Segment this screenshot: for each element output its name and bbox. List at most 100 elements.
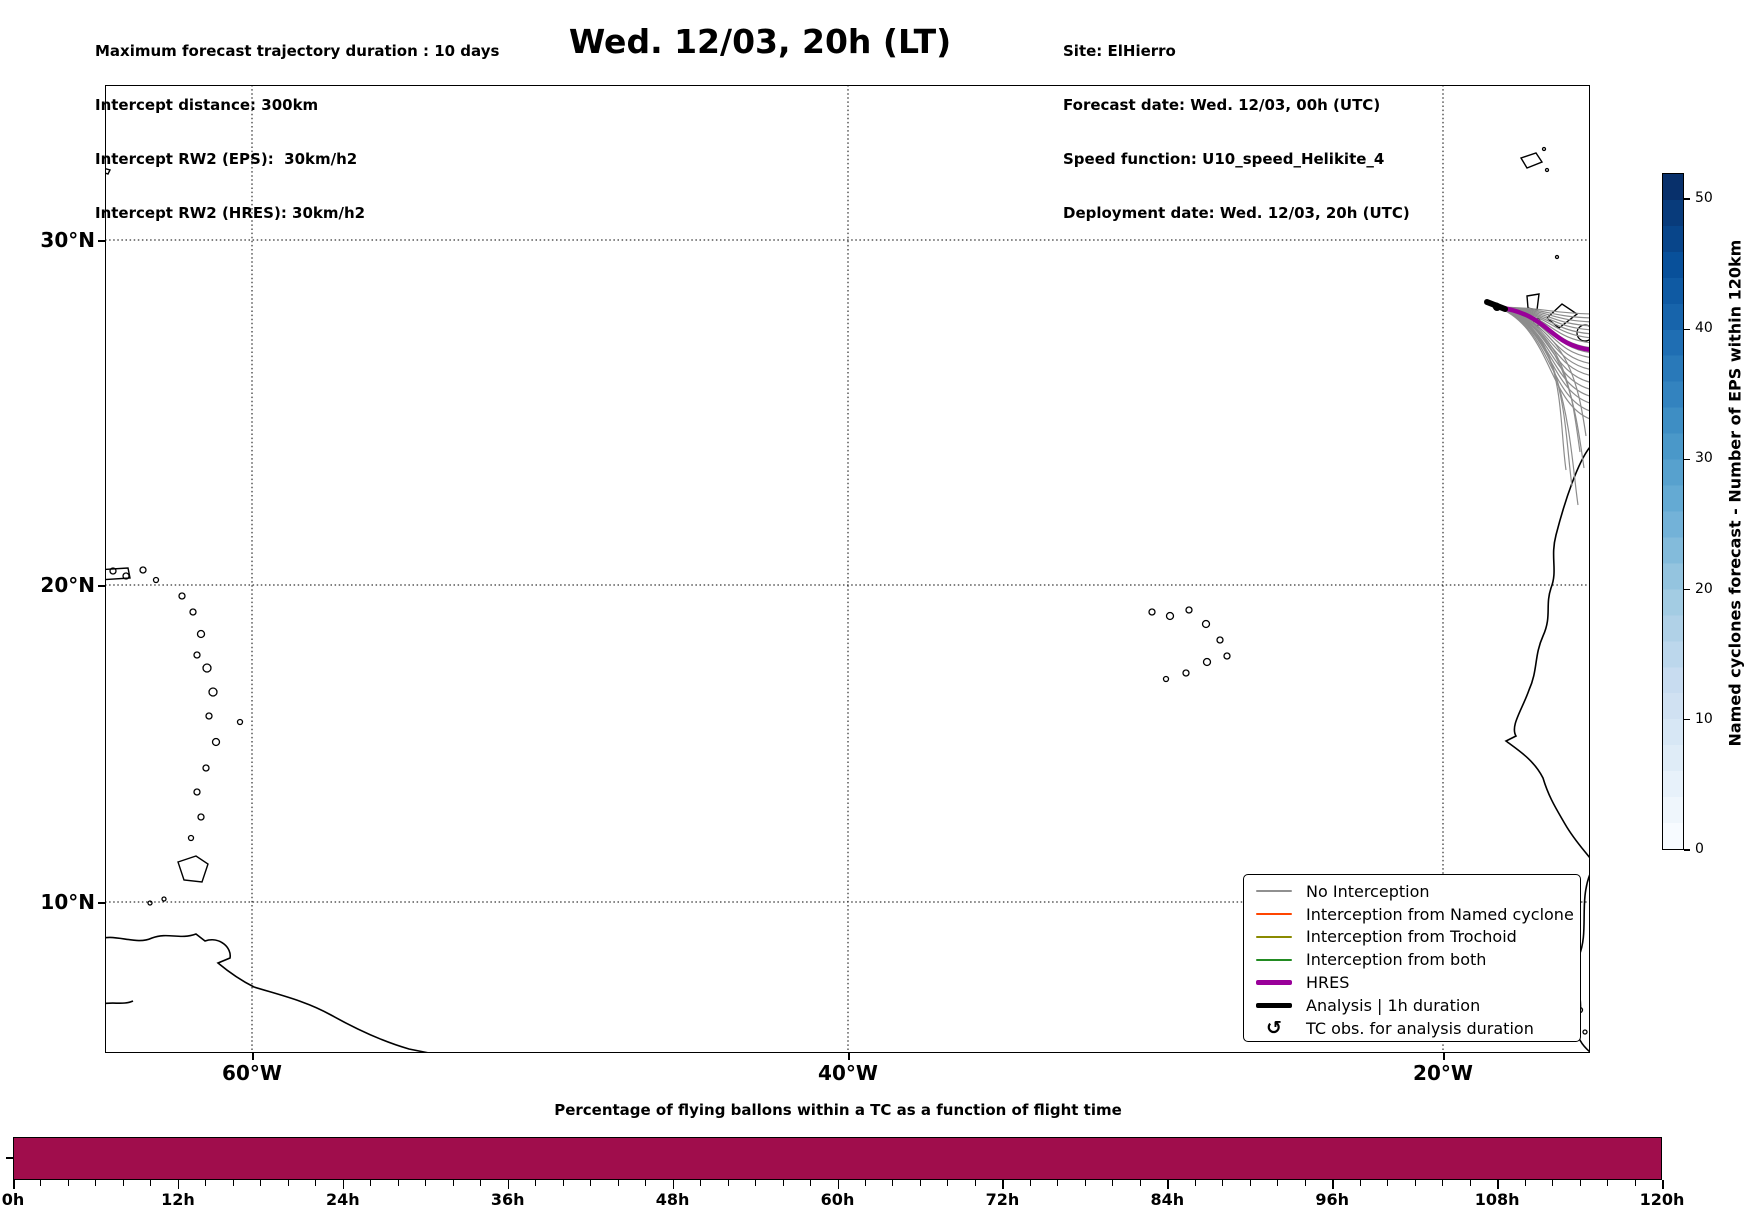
colorbar-tick-label: 20 <box>1695 580 1713 597</box>
island <box>152 576 160 584</box>
x-minor-tick <box>1112 1180 1114 1186</box>
legend-line-sample <box>1256 1002 1292 1008</box>
x-major-tick <box>1002 1180 1004 1189</box>
legend-row-0: No Interception <box>1256 880 1580 903</box>
x-minor-tick <box>535 1180 537 1186</box>
island <box>1162 675 1170 683</box>
x-minor-tick <box>590 1180 592 1186</box>
coastline <box>105 933 430 1053</box>
x-minor-tick <box>40 1180 42 1186</box>
x-major-tick <box>177 1180 180 1189</box>
colorbar-tick-label: 10 <box>1695 710 1713 727</box>
legend-line-sample <box>1256 958 1292 961</box>
island <box>202 764 210 772</box>
trinidad-island <box>177 855 209 883</box>
x-minor-tick <box>755 1180 757 1186</box>
la-palma-island <box>1526 293 1540 311</box>
colorbar-title: Named cyclones forecast - Number of EPS … <box>1725 239 1745 747</box>
lon-tick <box>1443 1053 1445 1060</box>
x-minor-tick <box>1084 1180 1086 1186</box>
intercept-rw2-eps-line: Intercept RW2 (EPS): 30km/h2 <box>95 150 358 168</box>
legend-label: TC obs. for analysis duration <box>1306 1018 1534 1038</box>
legend-line-sample <box>1256 935 1292 938</box>
x-minor-tick <box>232 1180 234 1186</box>
island <box>1541 146 1547 152</box>
island <box>205 712 213 720</box>
island <box>193 651 201 659</box>
coastline <box>105 1000 134 1005</box>
madeira-island <box>1519 152 1544 169</box>
x-tick-label: 96h <box>1315 1190 1350 1209</box>
x-major-tick <box>13 1180 15 1189</box>
x-minor-tick <box>1442 1180 1444 1186</box>
deployment-start-marker <box>1493 303 1501 311</box>
island <box>1182 669 1190 677</box>
x-minor-tick <box>645 1180 647 1186</box>
x-minor-tick <box>727 1180 729 1186</box>
x-tick-label: 0h <box>1 1190 25 1209</box>
flight-bar-title: Percentage of flying ballons within a TC… <box>554 1101 1122 1119</box>
map-frame <box>105 85 1590 1053</box>
colorbar <box>1662 173 1684 850</box>
lon-label-40°W: 40°W <box>818 1061 878 1085</box>
island <box>197 813 205 821</box>
colorbar-tick <box>1684 588 1690 591</box>
page-title: Wed. 12/03, 20h (LT) <box>568 22 952 61</box>
x-tick-label: 108h <box>1474 1190 1520 1209</box>
lon-tick <box>252 1053 254 1060</box>
eps-trajectory-dip <box>1496 306 1567 471</box>
island <box>211 737 221 747</box>
speed-function-line: Speed function: U10_speed_Helikite_4 <box>1063 150 1385 168</box>
island <box>1554 254 1560 260</box>
x-minor-tick <box>1029 1180 1031 1186</box>
island <box>1185 606 1193 614</box>
colorbar-tick <box>1684 198 1690 200</box>
x-major-tick <box>837 1180 839 1189</box>
intercept-distance-line: Intercept distance: 300km <box>95 96 319 114</box>
legend-label: No Interception <box>1306 881 1430 901</box>
eps-trajectory <box>1496 306 1590 420</box>
x-minor-tick <box>974 1180 976 1186</box>
x-minor-tick <box>1579 1180 1581 1186</box>
legend-line-sample <box>1256 890 1292 893</box>
island <box>202 663 212 673</box>
forecast-settings-block: Maximum forecast trajectory duration : 1… <box>95 6 499 240</box>
legend-row-4: HRES <box>1256 971 1580 994</box>
lat-tick <box>98 585 105 587</box>
map-layers <box>105 85 1590 1053</box>
x-minor-tick <box>287 1180 289 1186</box>
x-minor-tick <box>370 1180 372 1186</box>
x-minor-tick <box>150 1180 152 1186</box>
island <box>147 900 153 906</box>
bar-y-tick <box>6 1157 13 1159</box>
island <box>139 566 147 574</box>
legend-label: Interception from Named cyclone <box>1306 904 1574 924</box>
legend-row-2: Interception from Trochoid <box>1256 926 1580 949</box>
colorbar-tick-label: 50 <box>1695 190 1713 207</box>
x-minor-tick <box>480 1180 482 1186</box>
tc-obs-icon: ↺ <box>1266 1017 1282 1040</box>
legend-row-5: Analysis | 1h duration <box>1256 994 1580 1017</box>
x-major-tick <box>1167 1180 1169 1189</box>
lon-label-20°W: 20°W <box>1413 1061 1473 1085</box>
island <box>1202 657 1212 667</box>
x-minor-tick <box>1469 1180 1471 1186</box>
lat-label-10°N: 10°N <box>40 890 95 914</box>
island <box>1544 167 1550 173</box>
colorbar-tick-label: 30 <box>1695 450 1713 467</box>
legend-label: Interception from Trochoid <box>1306 927 1517 947</box>
island <box>161 896 167 902</box>
x-minor-tick <box>617 1180 619 1186</box>
legend-label: Interception from both <box>1306 950 1487 970</box>
x-minor-tick <box>205 1180 207 1186</box>
hres-trajectory <box>1494 304 1590 352</box>
lat-label-20°N: 20°N <box>40 573 95 597</box>
x-minor-tick <box>947 1180 949 1186</box>
intercept-rw2-hres-line: Intercept RW2 (HRES): 30km/h2 <box>95 204 366 222</box>
x-minor-tick <box>1222 1180 1224 1186</box>
legend-row-6: ↺ TC obs. for analysis duration <box>1256 1017 1580 1040</box>
eps-trajectory-dip <box>1496 306 1579 506</box>
x-tick-label: 24h <box>325 1190 360 1209</box>
x-tick-label: 48h <box>655 1190 690 1209</box>
